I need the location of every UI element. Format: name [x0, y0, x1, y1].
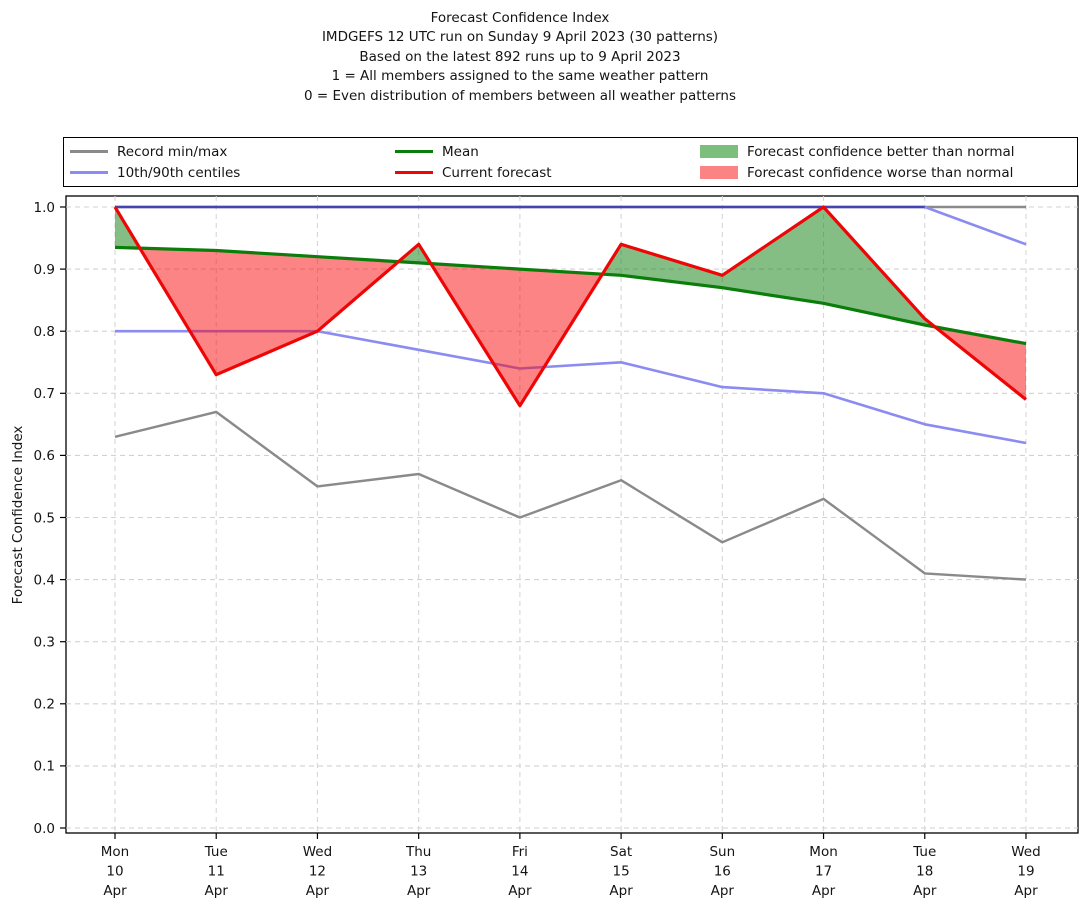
x-tick-label: Apr	[913, 883, 937, 899]
x-tick-label: Fri	[512, 844, 528, 860]
y-tick-label: 0.7	[34, 386, 55, 402]
legend-label-centiles: 10th/90th centiles	[117, 164, 241, 181]
y-axis-label: Forecast Confidence Index	[10, 426, 26, 605]
series-mean	[114, 245, 1027, 346]
x-tick-label: Apr	[711, 883, 735, 899]
x-tick-label: Apr	[508, 883, 532, 899]
x-tick-label: Sat	[610, 844, 632, 860]
x-tick-label: 15	[613, 864, 630, 880]
legend-label-record-minmax: Record min/max	[117, 143, 228, 160]
y-tick-label: 0.2	[34, 697, 55, 713]
series-record-min	[114, 410, 1027, 581]
legend-swatch-record-minmax	[70, 150, 108, 153]
legend-item-centiles: 10th/90th centiles	[70, 162, 240, 183]
legend-label-mean: Mean	[442, 143, 479, 160]
y-tick-label: 0.4	[34, 572, 55, 588]
legend-item-worse-fill: Forecast confidence worse than normal	[700, 162, 1015, 183]
x-tick-label: 19	[1017, 864, 1034, 880]
y-tick-label: 0.9	[34, 262, 55, 278]
x-tick-label: Apr	[205, 883, 229, 899]
x-tick-label: Apr	[812, 883, 836, 899]
legend-swatch-centiles	[70, 171, 108, 174]
legend-column-3: Forecast confidence better than normal Fo…	[700, 141, 1015, 183]
legend-item-current-forecast: Current forecast	[395, 162, 552, 183]
y-tick-label: 0.3	[34, 635, 55, 651]
y-tick-label: 1.0	[34, 200, 55, 216]
legend: Record min/max 10th/90th centiles Mean Curr…	[63, 137, 1078, 187]
y-tick-label: 0.6	[34, 448, 55, 464]
legend-swatch-worse-fill	[700, 166, 738, 179]
legend-swatch-mean	[395, 150, 433, 153]
x-tick-label: Apr	[407, 883, 431, 899]
x-tick-label: Apr	[609, 883, 633, 899]
x-tick-label: Tue	[204, 844, 228, 860]
chart-subtitle-scale-1: 1 = All members assigned to the same wea…	[331, 68, 709, 85]
chart-subtitle-runs: Based on the latest 892 runs up to 9 Apr…	[359, 48, 681, 65]
x-tick-label: Mon	[101, 844, 129, 860]
x-tick-label: Wed	[1011, 844, 1040, 860]
chart-subtitle-run: IMDGEFS 12 UTC run on Sunday 9 April 202…	[321, 29, 719, 46]
legend-item-better-fill: Forecast confidence better than normal	[700, 141, 1015, 162]
x-tick-label: 17	[815, 864, 832, 880]
x-tick-label: Apr	[306, 883, 330, 899]
x-tick-label: 12	[309, 864, 326, 880]
y-tick-label: 0.1	[34, 759, 55, 775]
chart-subtitle-scale-0: 0 = Even distribution of members between…	[303, 87, 737, 104]
legend-label-current-forecast: Current forecast	[442, 164, 552, 181]
chart-title-block: Forecast Confidence Index IMDGEFS 12 UTC…	[0, 9, 1040, 106]
x-tick-label: 10	[106, 864, 123, 880]
band-worse-than-normal	[430, 263, 603, 406]
y-tick-label: 0.0	[34, 821, 55, 837]
x-tick-label: 13	[410, 864, 427, 880]
band-better-than-normal	[602, 207, 935, 327]
x-tick-label: 16	[714, 864, 731, 880]
legend-item-mean: Mean	[395, 141, 552, 162]
x-tick-label: Tue	[912, 844, 936, 860]
chart-title: Forecast Confidence Index	[430, 10, 610, 26]
band-better-than-normal	[398, 244, 431, 264]
legend-label-worse-fill: Forecast confidence worse than normal	[747, 164, 1014, 181]
y-tick-label: 0.8	[34, 324, 55, 340]
x-tick-label: 18	[916, 864, 933, 880]
series-90th-centile	[924, 205, 1027, 246]
x-tick-label: Wed	[303, 844, 332, 860]
legend-item-record-minmax: Record min/max	[70, 141, 240, 162]
x-tick-label: Mon	[809, 844, 837, 860]
x-tick-label: Thu	[405, 844, 431, 860]
legend-label-better-fill: Forecast confidence better than normal	[747, 143, 1015, 160]
legend-swatch-better-fill	[700, 145, 738, 158]
x-tick-label: Apr	[1014, 883, 1038, 899]
x-tick-label: Sun	[709, 844, 735, 860]
x-tick-label: 14	[511, 864, 528, 880]
legend-column-2: Mean Current forecast	[395, 141, 552, 183]
y-tick-label: 0.5	[34, 510, 55, 526]
x-tick-label: Apr	[103, 883, 127, 899]
legend-column-1: Record min/max 10th/90th centiles	[70, 141, 240, 183]
x-tick-label: 11	[208, 864, 225, 880]
band-worse-than-normal	[139, 248, 399, 375]
legend-swatch-current-forecast	[395, 171, 433, 174]
series-current-forecast	[113, 205, 1027, 408]
